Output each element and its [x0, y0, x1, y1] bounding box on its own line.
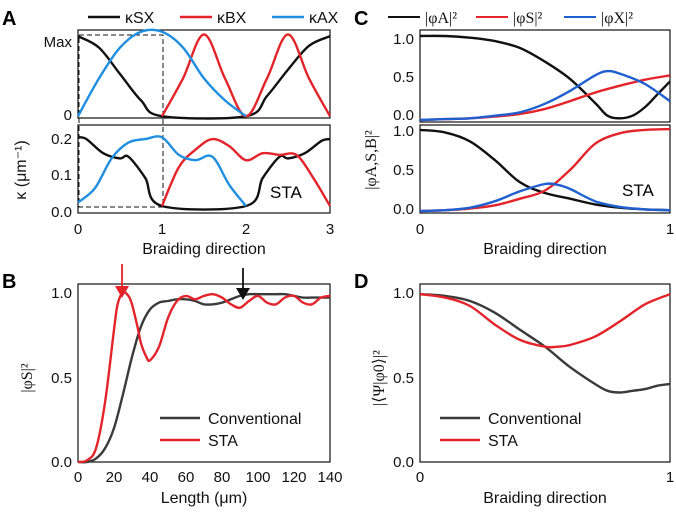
panel-c-ylabel: |φA,S,B|² [363, 130, 380, 190]
panel-a-xlabel: Braiding direction [142, 241, 266, 258]
panel-a-top-plot [76, 28, 332, 120]
panel-b-xlabel: Length (μm) [161, 490, 248, 507]
panel-a-sta-annotation: STA [270, 183, 302, 202]
panel-d-label: D [354, 271, 368, 293]
panel-d-ytick-10: 1.0 [393, 285, 414, 302]
panel-a-xtick-2: 2 [242, 221, 250, 238]
series-line-a-bottom-1 [160, 137, 332, 207]
series-line-c-top-2 [419, 69, 671, 122]
panel-d-frame [419, 283, 671, 463]
series-line-b-1 [77, 290, 331, 464]
series-line-c-bottom-2 [419, 182, 671, 213]
panel-b-plot [77, 290, 331, 464]
panel-c-top-ytick-05: 0.5 [393, 69, 414, 86]
panel-b-legend: Conventional STA [160, 411, 301, 450]
panel-c-bot-ytick-05: 0.5 [393, 162, 414, 179]
legend-phi-a: |φA|² [425, 10, 457, 27]
panel-b-xtick-100: 100 [245, 469, 270, 486]
series-line-b-0 [77, 292, 330, 464]
legend-kappa-bx: κBX [217, 10, 247, 27]
panel-d-ytick-00: 0.0 [393, 454, 414, 471]
panel-a-ytick-02: 0.2 [51, 131, 72, 148]
panel-a-xtick-0: 0 [74, 221, 82, 238]
panel-d-legend-conventional: Conventional [488, 411, 581, 428]
panel-a-legend: κSX κBX κAX [88, 10, 339, 27]
series-line-a-bottom-2 [77, 135, 247, 207]
panel-b-legend-conventional: Conventional [208, 411, 301, 428]
panel-b-xtick-0: 0 [74, 469, 82, 486]
panel-a-dashed-box [78, 34, 164, 208]
panel-b-ytick-00: 0.0 [51, 454, 72, 471]
panel-b-xtick-120: 120 [281, 469, 306, 486]
series-line-a-bottom-0 [77, 136, 331, 211]
series-line-a-top-1 [160, 33, 332, 118]
panel-b-label: B [2, 271, 16, 293]
panel-a-bottom-frame [77, 124, 331, 214]
panel-c-label: C [354, 8, 368, 30]
panel-d-legend: Conventional STA [440, 411, 581, 450]
panel-b-xtick-140: 140 [317, 469, 342, 486]
legend-kappa-sx: κSX [125, 10, 155, 27]
panel-a-ylabel: κ (μm⁻¹) [13, 140, 30, 199]
panel-d-plot [419, 293, 671, 394]
legend-phi-x: |φX|² [601, 10, 633, 27]
panel-d-xlabel: Braiding direction [483, 490, 607, 507]
panel-b-arrow-red [115, 264, 129, 298]
panel-b-ylabel: |φS|² [19, 363, 36, 393]
panel-d-xtick-1: 1 [666, 469, 674, 486]
panel-c-xtick-0: 0 [416, 221, 424, 238]
panel-c-xtick-1: 1 [666, 221, 674, 238]
panel-b-ytick-10: 1.0 [51, 285, 72, 302]
legend-kappa-ax: κAX [309, 10, 339, 27]
panel-c-bot-ytick-10: 1.0 [393, 123, 414, 140]
series-line-d-1 [419, 293, 671, 349]
panel-b-frame [77, 283, 331, 463]
panel-a-xtick-1: 1 [158, 221, 166, 238]
panel-c-top-plot [419, 34, 671, 122]
series-line-d-0 [419, 293, 671, 394]
panel-b-xtick-20: 20 [106, 469, 123, 486]
panel-a-top-frame [77, 29, 331, 119]
panel-d-ytick-05: 0.5 [393, 370, 414, 387]
panel-a-label: A [2, 8, 16, 30]
panel-c-xlabel: Braiding direction [483, 241, 607, 258]
series-line-a-top-2 [76, 28, 247, 118]
panel-c-bottom-plot [419, 127, 671, 213]
panel-b-xtick-60: 60 [178, 469, 195, 486]
panel-c-legend: |φA|² |φS|² |φX|² [388, 10, 633, 27]
legend-phi-s: |φS|² [513, 10, 543, 27]
panel-d-xtick-0: 0 [416, 469, 424, 486]
panel-b-legend-sta: STA [208, 433, 238, 450]
panel-c-bottom-frame [419, 124, 671, 214]
panel-a-ytick-00: 0.0 [51, 204, 72, 221]
panel-a-bottom-plot [77, 135, 332, 211]
panel-a-ytick-01: 0.1 [51, 167, 72, 184]
panel-b-xtick-40: 40 [142, 469, 159, 486]
panel-b-ytick-05: 0.5 [51, 370, 72, 387]
panel-a-xtick-3: 3 [326, 221, 334, 238]
panel-a-ytick-max: Max [44, 34, 73, 51]
series-line-c-top-1 [419, 74, 671, 122]
panel-c-sta-annotation: STA [622, 181, 654, 200]
panel-a-ytick-0-top: 0 [64, 107, 72, 124]
panel-d-legend-sta: STA [488, 433, 518, 450]
panel-c-top-ytick-10: 1.0 [393, 31, 414, 48]
panel-c-top-ytick-00: 0.0 [393, 107, 414, 124]
panel-c-bot-ytick-00: 0.0 [393, 201, 414, 218]
panel-d-ylabel: |⟨Ψ|φ0⟩|² [371, 350, 388, 406]
panel-b-xtick-80: 80 [214, 469, 231, 486]
panel-b-arrow-black [236, 268, 250, 300]
series-line-c-top-0 [419, 34, 671, 120]
